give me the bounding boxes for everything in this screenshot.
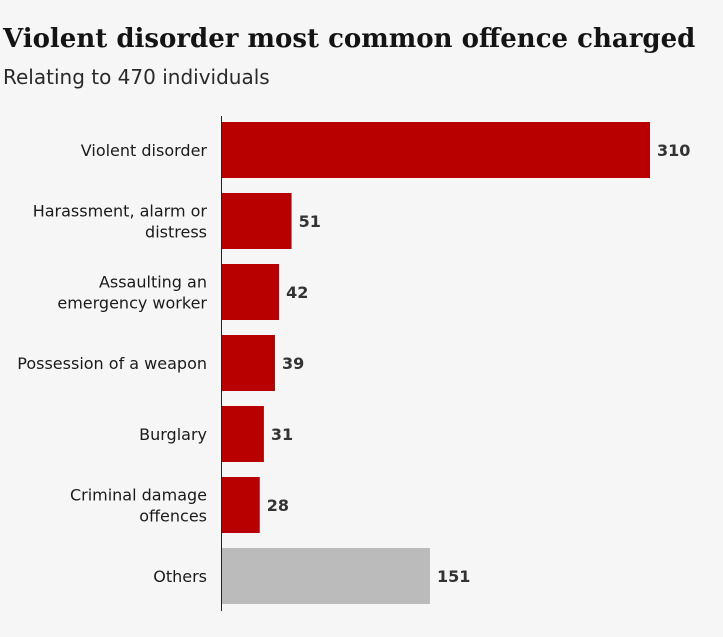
bar-2 bbox=[221, 193, 292, 249]
chart-title: Violent disorder most common offence cha… bbox=[3, 24, 696, 54]
value-label-7: 151 bbox=[437, 567, 470, 586]
bar-5 bbox=[221, 406, 264, 462]
value-label-2: 51 bbox=[299, 212, 321, 231]
bar-3 bbox=[221, 264, 280, 320]
category-label-1: Violent disorder bbox=[81, 141, 208, 160]
category-label-2: Harassment, alarm or distress bbox=[33, 202, 208, 242]
bar-7 bbox=[221, 548, 430, 604]
category-label-4: Possession of a weapon bbox=[17, 354, 207, 373]
category-label-3: Assaulting an emergency worker bbox=[57, 273, 207, 313]
category-label-7: Others bbox=[153, 567, 207, 586]
chart-subtitle: Relating to 470 individuals bbox=[3, 65, 270, 89]
category-label-6: Criminal damage offences bbox=[70, 486, 207, 526]
value-label-5: 31 bbox=[271, 425, 293, 444]
value-label-1: 310 bbox=[657, 141, 690, 160]
bar-6 bbox=[221, 477, 260, 533]
bar-4 bbox=[221, 335, 275, 391]
bar-1 bbox=[221, 122, 650, 178]
value-label-6: 28 bbox=[267, 496, 289, 515]
value-label-4: 39 bbox=[282, 354, 304, 373]
value-label-3: 42 bbox=[286, 283, 308, 302]
category-label-5: Burglary bbox=[139, 425, 207, 444]
